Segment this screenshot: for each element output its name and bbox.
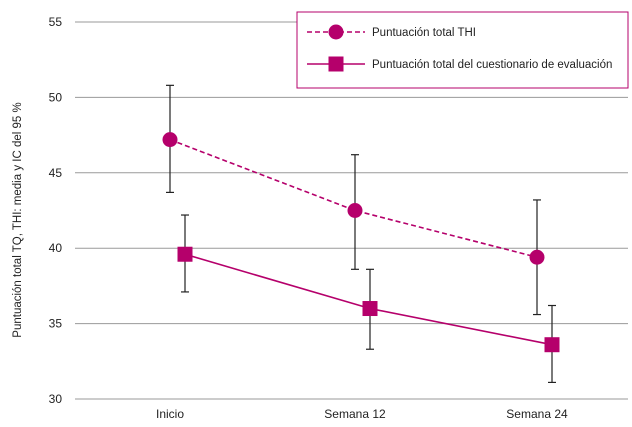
x-tick-label: Inicio [156,407,184,421]
legend-label: Puntuación total THI [372,27,476,39]
y-tick-label: 35 [49,317,63,331]
legend: Puntuación total THI Puntuación total del… [296,11,629,89]
data-point-circle [529,249,545,265]
data-series [162,84,560,384]
y-tick-label: 55 [49,15,63,29]
y-tick-label: 30 [49,392,63,406]
data-point-square [177,246,193,262]
data-point-square [362,301,378,317]
x-tick-labels: Inicio Semana 12 Semana 24 [156,407,568,421]
series-line [169,138,538,259]
y-axis-title: Puntuación total TQ, THI: media y IC del… [12,102,24,337]
legend-marker [328,56,344,72]
legend-box [296,11,629,89]
series-1 [162,84,545,316]
y-tick-labels: 30 35 40 45 50 55 [49,15,63,406]
x-tick-label: Semana 12 [324,407,386,421]
legend-label: Puntuación total del cuestionario de eva… [372,59,612,71]
legend-marker [328,24,344,40]
series-line [184,253,553,346]
y-tick-label: 50 [49,90,63,104]
y-tick-label: 45 [49,166,63,180]
y-tick-label: 40 [49,241,63,255]
data-point-circle [162,132,178,148]
data-point-square [544,337,560,353]
data-point-circle [347,203,363,218]
x-tick-label: Semana 24 [506,407,568,421]
series-2 [177,214,560,384]
